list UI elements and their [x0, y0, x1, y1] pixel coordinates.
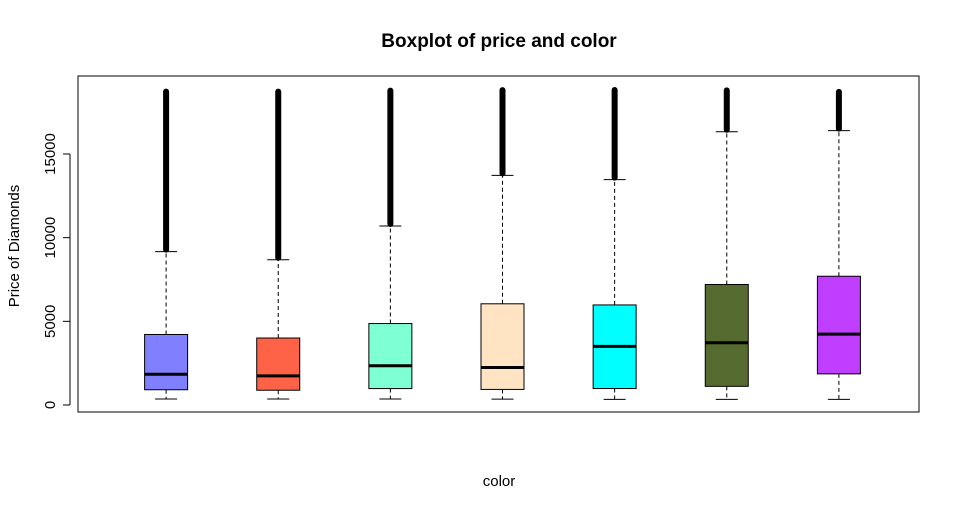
y-tick-label: 0 [42, 401, 59, 409]
y-tick-label: 10000 [42, 217, 59, 259]
y-axis-label: Price of Diamonds [6, 185, 23, 308]
y-tick-label: 15000 [42, 133, 59, 175]
box-3 [368, 87, 413, 400]
box-4 [480, 87, 525, 400]
iqr-box [368, 323, 413, 390]
iqr-box [144, 333, 189, 391]
iqr-box [256, 337, 301, 391]
iqr-box [816, 275, 861, 375]
iqr-box [480, 303, 525, 390]
chart-title: Boxplot of price and color [381, 31, 617, 52]
box-6 [704, 87, 749, 400]
box-7 [816, 88, 861, 400]
box-group [144, 87, 861, 400]
y-axis: 0 5000 10000 15000 [42, 133, 71, 409]
plot-frame [77, 75, 920, 413]
iqr-box [704, 283, 749, 387]
x-axis-label: color [483, 473, 516, 490]
y-tick-label: 5000 [42, 305, 59, 338]
box-1 [144, 88, 189, 400]
box-2 [256, 88, 301, 400]
box-5 [592, 87, 637, 400]
